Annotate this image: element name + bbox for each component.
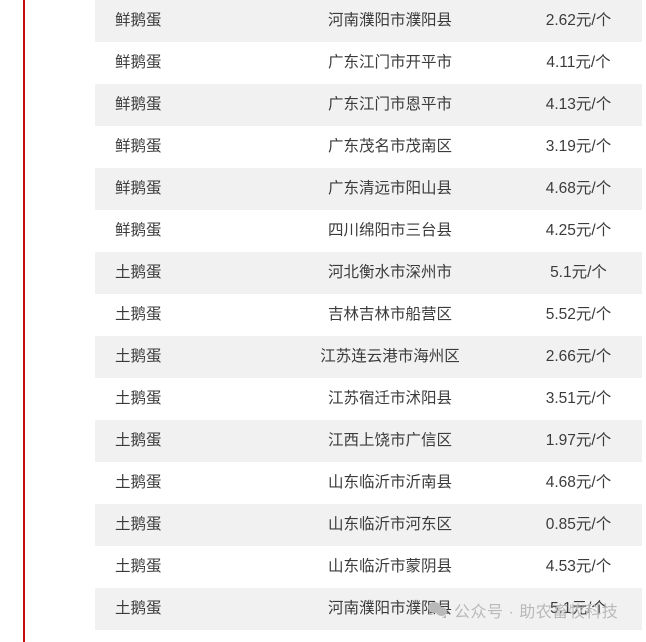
- cell-product: 土鹅蛋: [115, 348, 162, 365]
- cell-product: 鲜鹅蛋: [115, 96, 162, 113]
- cell-region: 四川绵阳市三台县: [327, 222, 452, 239]
- cell-region: 广东江门市恩平市: [327, 96, 452, 113]
- cell-price: 1.97元/个: [545, 432, 612, 449]
- table-row: 鲜鹅蛋 广东茂名市茂南区 3.19元/个: [95, 126, 642, 168]
- cell-product: 鲜鹅蛋: [115, 222, 162, 239]
- cell-region: 河南濮阳市濮阳县: [327, 600, 452, 617]
- table-row: 土鹅蛋 山东临沂市蒙阴县 4.53元/个: [95, 546, 642, 588]
- cell-price: 4.68元/个: [545, 474, 612, 491]
- cell-product: 土鹅蛋: [115, 432, 162, 449]
- table-row: 鲜鹅蛋 河南濮阳市濮阳县 2.62元/个: [95, 0, 642, 42]
- table-row: 鲜鹅蛋 广东清远市阳山县 4.68元/个: [95, 168, 642, 210]
- cell-price: 5.1元/个: [550, 264, 607, 281]
- cell-price: 2.66元/个: [545, 348, 612, 365]
- cell-region: 广东清远市阳山县: [327, 180, 452, 197]
- cell-region: 山东临沂市蒙阴县: [327, 558, 452, 575]
- table-row: 土鹅蛋 江西上饶市广信区 1.97元/个: [95, 420, 642, 462]
- left-accent-rule: [23, 0, 25, 642]
- cell-region: 河南濮阳市濮阳县: [327, 12, 452, 29]
- table-row: 土鹅蛋 河北衡水市深州市 5.1元/个: [95, 252, 642, 294]
- cell-region: 吉林吉林市船营区: [327, 306, 452, 323]
- cell-region: 广东江门市开平市: [327, 54, 452, 71]
- egg-price-table: 鲜鹅蛋 河南濮阳市濮阳县 2.62元/个 鲜鹅蛋 广东江门市开平市 4.11元/个 鲜鹅蛋广…: [95, 0, 642, 630]
- cell-product: 鲜鹅蛋: [115, 54, 162, 71]
- cell-region: 山东临沂市河东区: [327, 516, 452, 533]
- cell-price: 2.62元/个: [545, 12, 612, 29]
- table-row: 土鹅蛋 山东临沂市沂南县 4.68元/个: [95, 462, 642, 504]
- table-row: 鲜鹅蛋 广东江门市开平市 4.11元/个: [95, 42, 642, 84]
- table-row: 土鹅蛋 山东临沂市河东区 0.85元/个: [95, 504, 642, 546]
- cell-price: 4.53元/个: [545, 558, 612, 575]
- cell-product: 土鹅蛋: [115, 516, 162, 533]
- cell-region: 山东临沂市沂南县: [327, 474, 452, 491]
- table-row: 土鹅蛋 江苏连云港市海州区 2.66元/个: [95, 336, 642, 378]
- price-table-body: 鲜鹅蛋 河南濮阳市濮阳县 2.62元/个 鲜鹅蛋 广东江门市开平市 4.11元/个 鲜鹅蛋广…: [95, 0, 642, 630]
- cell-price: 4.25元/个: [545, 222, 612, 239]
- cell-product: 土鹅蛋: [115, 306, 162, 323]
- cell-product: 土鹅蛋: [115, 474, 162, 491]
- cell-price: 4.11元/个: [546, 54, 611, 71]
- cell-region: 广东茂名市茂南区: [327, 138, 452, 155]
- cell-price: 5.52元/个: [545, 306, 612, 323]
- cell-product: 土鹅蛋: [115, 264, 162, 281]
- cell-product: 鲜鹅蛋: [115, 12, 162, 29]
- cell-price: 3.51元/个: [545, 390, 612, 407]
- cell-region: 河北衡水市深州市: [327, 264, 452, 281]
- cell-price: 5.1元/个: [550, 600, 607, 617]
- cell-price: 4.13元/个: [545, 96, 612, 113]
- table-row: 鲜鹅蛋 四川绵阳市三台县 4.25元/个: [95, 210, 642, 252]
- table-row: 土鹅蛋 吉林吉林市船营区 5.52元/个: [95, 294, 642, 336]
- cell-region: 江西上饶市广信区: [327, 432, 452, 449]
- cell-product: 土鹅蛋: [115, 600, 162, 617]
- table-row: 鲜鹅蛋 广东江门市恩平市 4.13元/个: [95, 84, 642, 126]
- cell-price: 0.85元/个: [545, 516, 612, 533]
- cell-product: 鲜鹅蛋: [115, 138, 162, 155]
- cell-product: 土鹅蛋: [115, 390, 162, 407]
- cell-product: 鲜鹅蛋: [115, 180, 162, 197]
- cell-price: 3.19元/个: [545, 138, 612, 155]
- cell-price: 4.68元/个: [545, 180, 612, 197]
- cell-product: 土鹅蛋: [115, 558, 162, 575]
- cell-region: 江苏连云港市海州区: [320, 348, 460, 365]
- table-row: 土鹅蛋 江苏宿迁市沭阳县 3.51元/个: [95, 378, 642, 420]
- table-row: 土鹅蛋 河南濮阳市濮阳县 5.1元/个: [95, 588, 642, 630]
- cell-region: 江苏宿迁市沭阳县: [327, 390, 452, 407]
